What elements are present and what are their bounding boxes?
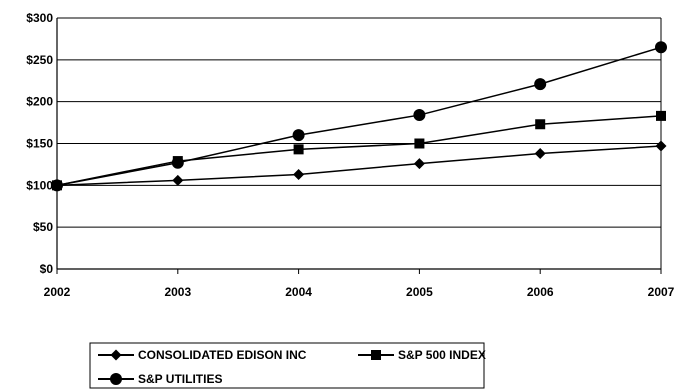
legend-marker-square	[371, 350, 381, 360]
data-point-circle	[171, 156, 184, 169]
data-point-circle	[534, 78, 547, 91]
data-point-diamond	[413, 158, 425, 170]
data-point-diamond	[534, 148, 546, 160]
series-s-p-utilities	[51, 41, 667, 192]
y-tick-label: $250	[26, 53, 53, 67]
y-axis-tick-labels: $0 $50 $100 $150 $200 $250 $300	[26, 11, 53, 276]
gridlines	[57, 17, 661, 228]
data-point-circle	[292, 129, 305, 142]
y-tick-label: $100	[26, 178, 53, 192]
data-point-square	[414, 138, 425, 149]
data-point-diamond	[293, 168, 305, 180]
legend-box	[89, 342, 485, 389]
data-point-diamond	[172, 174, 184, 186]
series-line	[56, 46, 662, 187]
series-line	[56, 145, 662, 187]
x-tick-label: 2002	[44, 285, 71, 299]
x-tick-label: 2005	[406, 285, 433, 299]
series-s-p-500-index	[52, 110, 666, 191]
legend: CONSOLIDATED EDISON INC S&P 500 INDEX S&P …	[89, 342, 486, 389]
x-axis-tick-labels: 2002 2003 2004 2005 2006 2007	[44, 285, 675, 299]
series-consolidated-edison-inc	[51, 140, 667, 191]
legend-marker-circle	[110, 373, 122, 385]
y-tick-label: $50	[33, 220, 53, 234]
legend-marker-diamond	[110, 349, 122, 361]
series-lines	[51, 41, 667, 192]
y-tick-label: $0	[40, 262, 54, 276]
legend-label: CONSOLIDATED EDISON INC	[138, 348, 307, 362]
data-point-circle	[413, 109, 426, 122]
data-point-square	[293, 144, 304, 155]
legend-item-s-p-500-index: S&P 500 INDEX	[358, 348, 486, 362]
x-tick-label: 2004	[285, 285, 312, 299]
y-tick-label: $200	[26, 95, 53, 109]
y-tick-label: $300	[26, 11, 53, 25]
data-point-circle	[655, 41, 667, 54]
x-tick-label: 2003	[164, 285, 191, 299]
series-line	[56, 115, 662, 187]
x-tick-label: 2006	[527, 285, 554, 299]
y-tick-label: $150	[26, 137, 53, 151]
data-point-circle	[51, 179, 63, 192]
legend-item-s-p-utilities: S&P UTILITIES	[98, 372, 222, 386]
data-point-diamond	[655, 140, 667, 152]
x-tick-label: 2007	[648, 285, 675, 299]
legend-item-consolidated-edison-inc: CONSOLIDATED EDISON INC	[98, 348, 307, 362]
legend-label: S&P UTILITIES	[138, 372, 222, 386]
data-point-square	[535, 119, 546, 130]
data-point-square	[656, 110, 666, 121]
legend-label: S&P 500 INDEX	[398, 348, 486, 362]
